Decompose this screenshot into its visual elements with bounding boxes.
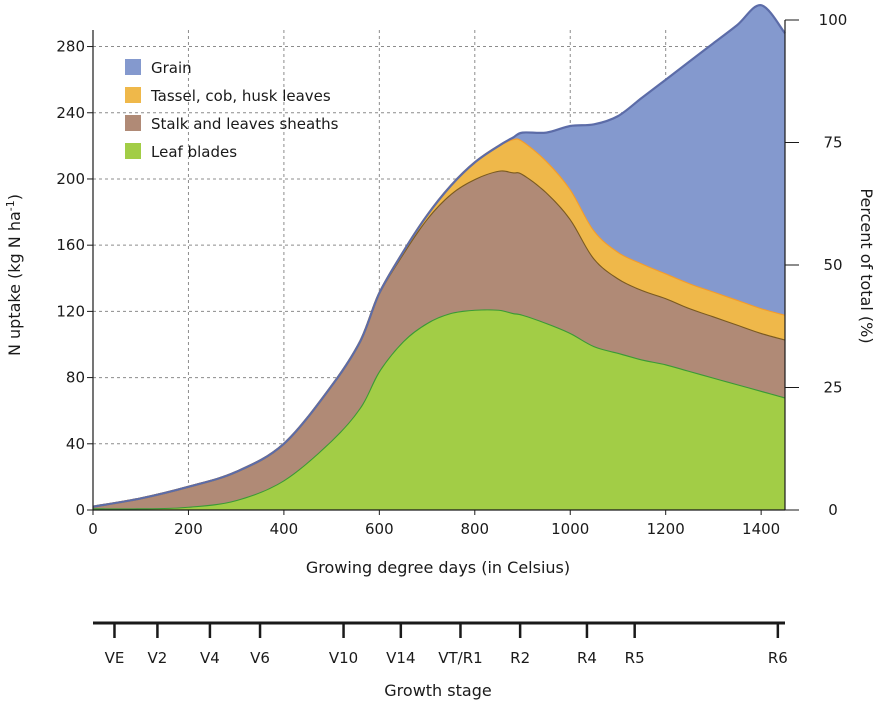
line-grain <box>92 4 786 508</box>
legend-label-leaf-blades: Leaf blades <box>151 143 237 161</box>
growth-stage-label: R4 <box>577 649 597 667</box>
x-tick-label: 600 <box>365 520 394 538</box>
legend-swatch-stalk-and-leaves-sheaths <box>125 115 141 131</box>
y-tick-label: 40 <box>66 435 85 453</box>
y-tick-label: 80 <box>66 369 85 387</box>
y-tick-label: 120 <box>56 302 85 320</box>
x-tick-label: 0 <box>88 520 98 538</box>
legend-swatch-grain <box>125 59 141 75</box>
legend-label-tassel-cob-husk-leaves: Tassel, cob, husk leaves <box>150 87 331 105</box>
growth-stage-label: V4 <box>200 649 220 667</box>
y-tick-label: 240 <box>56 104 85 122</box>
y-axis-title: N uptake (kg N ha-1) <box>4 194 24 356</box>
y-axis-title-suffix: ) <box>5 194 24 200</box>
x-tick-label: 800 <box>460 520 489 538</box>
growth-stage-label: R2 <box>510 649 530 667</box>
growth-stage-label: VE <box>105 649 125 667</box>
growth-stage-label: R6 <box>768 649 788 667</box>
y2-tick-label: 75 <box>823 134 842 152</box>
stacked-areas <box>92 4 786 510</box>
growth-stage-label: VT/R1 <box>438 649 482 667</box>
area-grain <box>93 5 785 507</box>
y-axis-title-sup: -1 <box>4 200 17 211</box>
area-stalk-and-leaves-sheaths <box>93 170 785 509</box>
legend-swatch-tassel-cob-husk-leaves <box>125 87 141 103</box>
growth-stage-label: V6 <box>250 649 270 667</box>
x-tick-label: 200 <box>174 520 203 538</box>
x-axis-title: Growing degree days (in Celsius) <box>306 558 570 577</box>
y2-tick-label: 25 <box>823 379 842 397</box>
y-axis-ticks: 0 40 80 120 160 200 240 280 <box>56 38 93 519</box>
legend-label-grain: Grain <box>151 59 192 77</box>
x-tick-label: 1200 <box>647 520 685 538</box>
y2-axis-ticks: 0 25 50 75 100 <box>785 11 847 519</box>
growth-stage-label: V10 <box>329 649 358 667</box>
y2-tick-label: 100 <box>819 11 848 29</box>
x-tick-label: 1400 <box>742 520 780 538</box>
y2-axis-title: Percent of total (%) <box>857 188 876 343</box>
growth-stage-title: Growth stage <box>384 681 491 700</box>
y-tick-label: 280 <box>56 38 85 56</box>
y2-tick-label: 50 <box>823 256 842 274</box>
growth-stage-label: V2 <box>148 649 168 667</box>
x-tick-label: 1000 <box>551 520 589 538</box>
y-tick-label: 0 <box>75 501 85 519</box>
x-tick-label: 400 <box>270 520 299 538</box>
y-tick-label: 200 <box>56 170 85 188</box>
growth-stage-axis: VE V2 V4 V6 V10 V14 VT/R1 R2 R4 R5 R6 <box>93 621 788 667</box>
y-tick-label: 160 <box>56 236 85 254</box>
legend: Grain Tassel, cob, husk leaves Stalk and l… <box>125 59 339 161</box>
legend-swatch-leaf-blades <box>125 143 141 159</box>
y2-tick-label: 0 <box>828 501 838 519</box>
growth-stage-label: R5 <box>625 649 645 667</box>
area-leaf-blades <box>93 309 785 510</box>
growth-stage-label: V14 <box>386 649 415 667</box>
x-axis-ticks: 0 200 400 600 800 1000 1200 1400 <box>88 510 780 538</box>
legend-label-stalk-and-leaves-sheaths: Stalk and leaves sheaths <box>151 115 339 133</box>
y-axis-title-main: N uptake (kg N ha <box>5 211 24 356</box>
